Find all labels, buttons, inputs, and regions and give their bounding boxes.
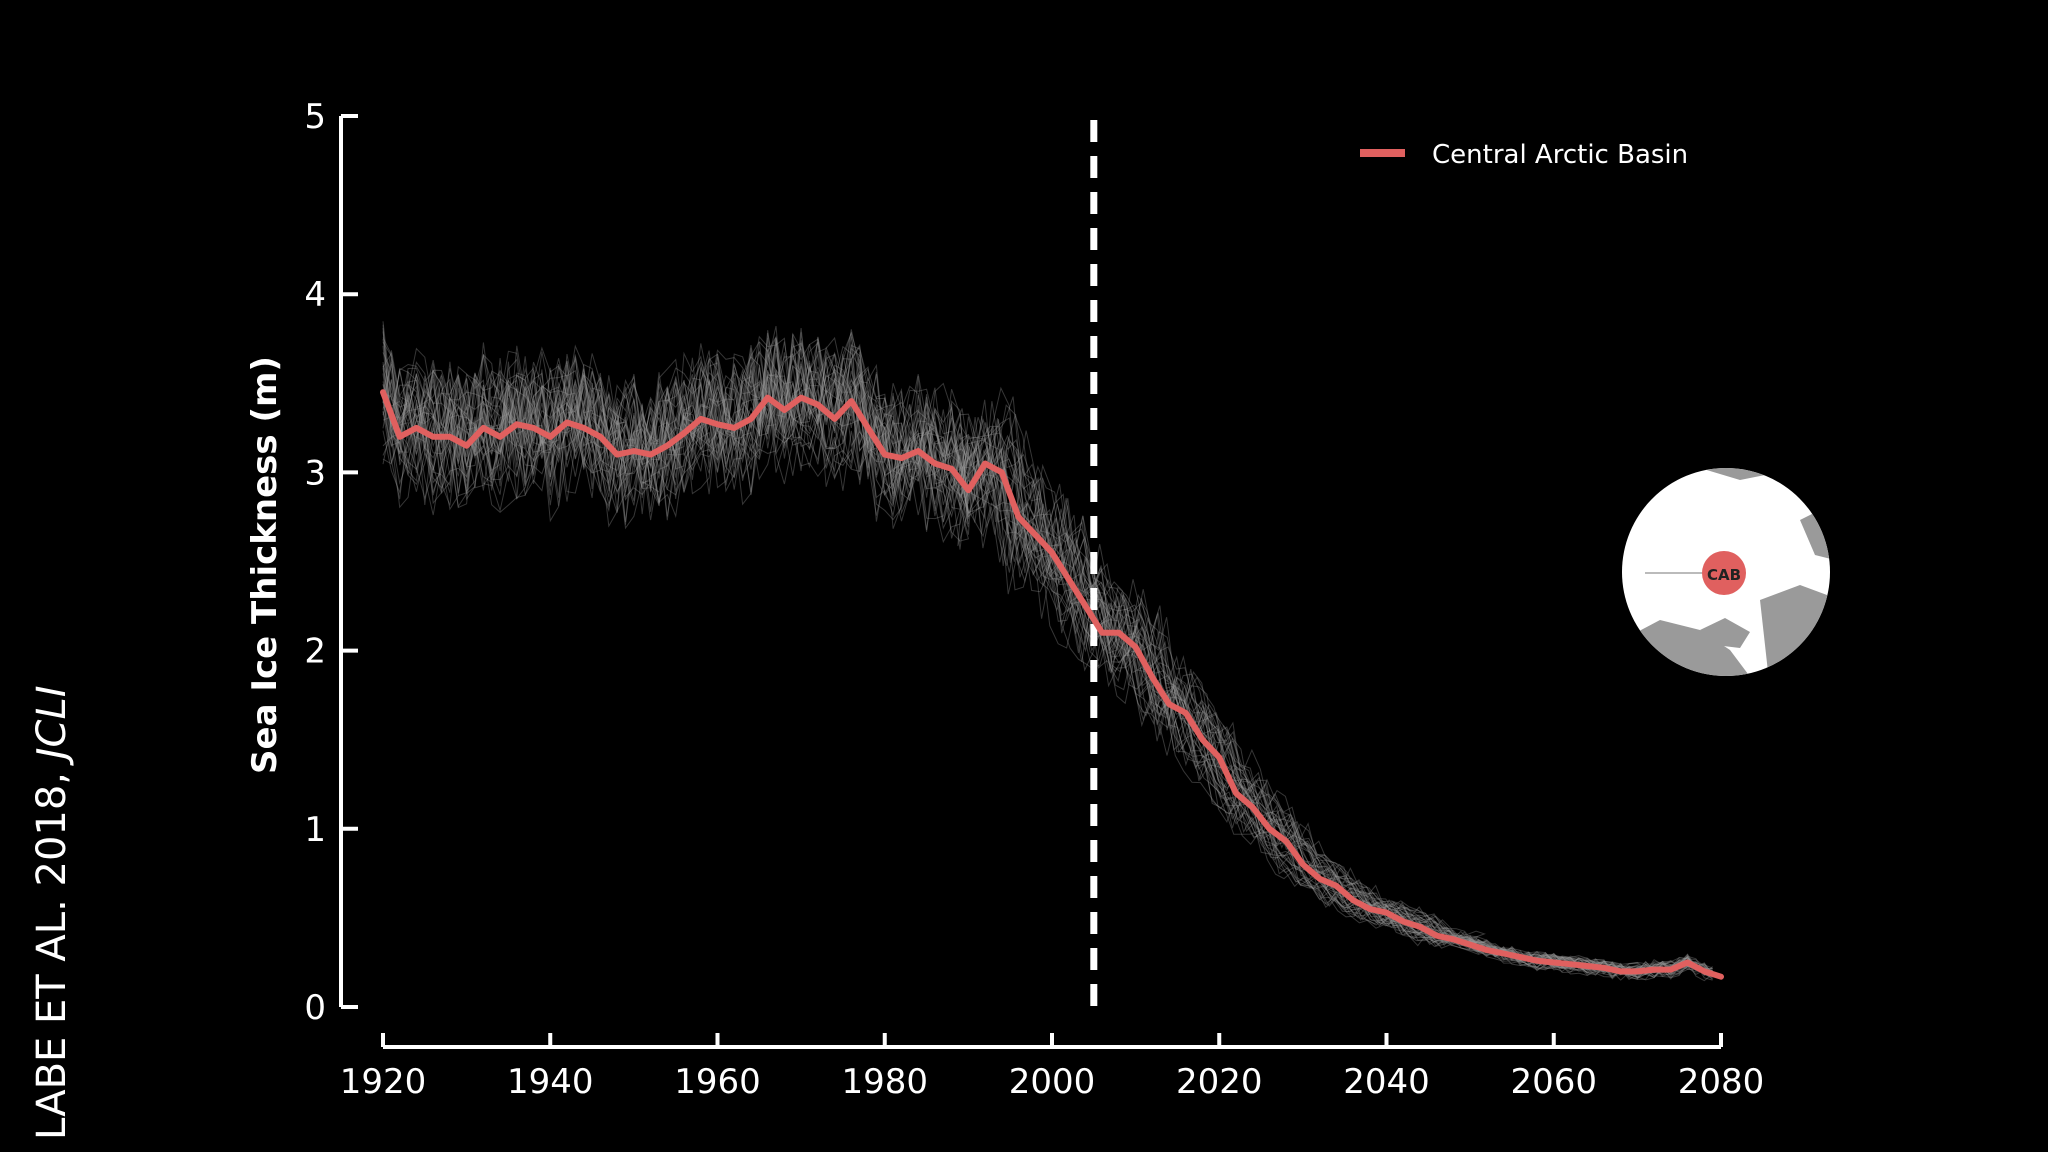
x-tick-label: 1960 <box>674 1062 761 1102</box>
ensemble-member-line <box>382 381 1713 980</box>
x-tick-label: 1940 <box>507 1062 594 1102</box>
y-axis-label: Sea Ice Thickness (m) <box>245 356 285 774</box>
ensemble-members <box>382 321 1714 982</box>
land-siberia <box>1622 468 1830 480</box>
ensemble-member-line <box>382 358 1713 976</box>
ensemble-member-line <box>382 329 1713 973</box>
credit-journal: JCLI <box>29 685 75 760</box>
y-tick-label: 5 <box>304 97 326 137</box>
x-tick-label: 2060 <box>1510 1062 1597 1102</box>
ensemble-member-line <box>382 380 1713 979</box>
ensemble-member-line <box>382 383 1713 981</box>
ensemble-member-line <box>382 389 1713 980</box>
ensemble-member-line <box>382 377 1713 978</box>
source-credit: LABE ET AL. 2018, JCLI <box>16 580 88 1140</box>
x-tick-label: 2000 <box>1009 1062 1096 1102</box>
inset-cab-label: CAB <box>1707 566 1741 584</box>
ensemble-member-line <box>382 401 1713 982</box>
ensemble-member-line <box>382 384 1713 981</box>
ensemble-member-line <box>382 361 1713 976</box>
ensemble-member-line <box>382 367 1713 979</box>
ensemble-member-line <box>382 330 1714 975</box>
inset-cab-region <box>1702 551 1746 595</box>
ensemble-member-line <box>382 393 1713 979</box>
arctic-region-inset-map: CAB <box>1622 468 1830 676</box>
ensemble-member-line <box>382 332 1713 976</box>
ensemble-member-line <box>382 332 1713 973</box>
legend-label-central-arctic-basin: Central Arctic Basin <box>1432 140 1688 170</box>
ensemble-member-line <box>382 383 1713 981</box>
ensemble-member-line <box>382 374 1713 976</box>
series-line-central-arctic-basin <box>380 389 1724 980</box>
ensemble-member-line <box>382 328 1713 975</box>
x-tick-label: 1920 <box>340 1062 427 1102</box>
x-tick-label: 2020 <box>1176 1062 1263 1102</box>
credit-authors: LABE ET AL. 2018, <box>29 759 75 1140</box>
axes: 0 1 2 3 4 5 1920 1940 1960 1980 2000 2020 2040 2060 20… <box>304 97 1764 1102</box>
ensemble-member-line <box>382 325 1713 976</box>
ensemble-member-line <box>382 332 1713 976</box>
land-archipelago <box>1700 618 1750 648</box>
y-tick-label: 0 <box>304 988 326 1028</box>
x-tick-label: 2040 <box>1343 1062 1430 1102</box>
y-tick-label: 2 <box>304 632 326 672</box>
y-tick-label: 4 <box>304 275 326 315</box>
x-tick-label: 2080 <box>1678 1062 1765 1102</box>
land-greenland <box>1760 585 1830 676</box>
ensemble-member-line <box>382 341 1713 976</box>
x-tick-label: 1980 <box>841 1062 928 1102</box>
series-group <box>380 389 1724 980</box>
legend: Central Arctic Basin <box>1360 140 1688 170</box>
y-tick-label: 3 <box>304 453 326 493</box>
y-tick-label: 1 <box>304 810 326 850</box>
